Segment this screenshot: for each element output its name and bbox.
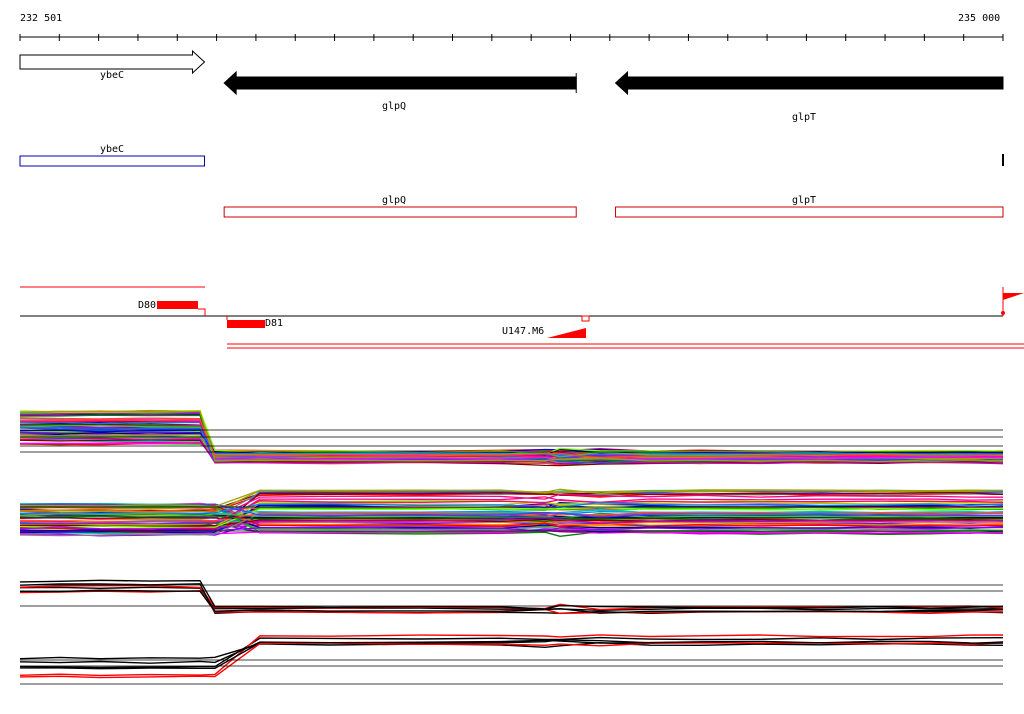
feature-label-ybeC: ybeC <box>100 144 125 155</box>
profile-down-line <box>19 418 1004 459</box>
reg-block-D81 <box>227 320 265 328</box>
summary-up-line <box>19 636 1004 669</box>
feature-label-glpQ: glpQ <box>382 195 407 206</box>
summary-up-line <box>19 642 1004 679</box>
reg-wedge-right <box>1003 293 1024 300</box>
reg-connector-D80 <box>198 308 206 316</box>
profile-up-line <box>19 504 1004 513</box>
feature-box-glpT <box>615 206 1004 218</box>
profile-up-line <box>19 488 1004 508</box>
ruler-start-label: 232 501 <box>20 13 63 24</box>
profile-down-line <box>19 410 1004 463</box>
profile-up-line <box>19 517 1004 530</box>
feature-box-ybeC <box>19 155 205 167</box>
reg-label-D80: D80 <box>138 300 157 311</box>
gene-arrow-ybeC <box>19 49 206 75</box>
profile-up-line <box>20 515 1004 523</box>
reg-wedge-U147M6 <box>547 328 586 338</box>
profile-down-line <box>19 441 1004 460</box>
ruler-end-label: 235 000 <box>958 13 1001 24</box>
profile-up-line <box>19 489 1004 513</box>
reg-label-D81: D81 <box>265 318 284 329</box>
feature-box-glpQ <box>223 206 577 218</box>
reg-marker <box>581 315 590 322</box>
reg-label-U147M6: U147.M6 <box>502 326 545 337</box>
profile-down-line <box>19 431 1004 456</box>
summary-up-line <box>19 639 1004 664</box>
summary-up-line <box>19 634 1004 677</box>
reg-block-D80 <box>157 301 198 309</box>
summary-down-line <box>19 589 1004 615</box>
profile-up-line <box>19 512 1004 524</box>
feature-label-glpT: glpT <box>792 195 817 206</box>
gene-arrow-glpQ <box>223 70 577 96</box>
gene-arrow-glpT <box>614 70 1004 96</box>
gene-label-ybeC: ybeC <box>100 70 125 81</box>
profile-up-line <box>19 506 1004 529</box>
gene-label-glpQ: glpQ <box>382 101 407 112</box>
gene-label-glpT: glpT <box>792 112 817 123</box>
reg-right-dot <box>1001 311 1005 315</box>
